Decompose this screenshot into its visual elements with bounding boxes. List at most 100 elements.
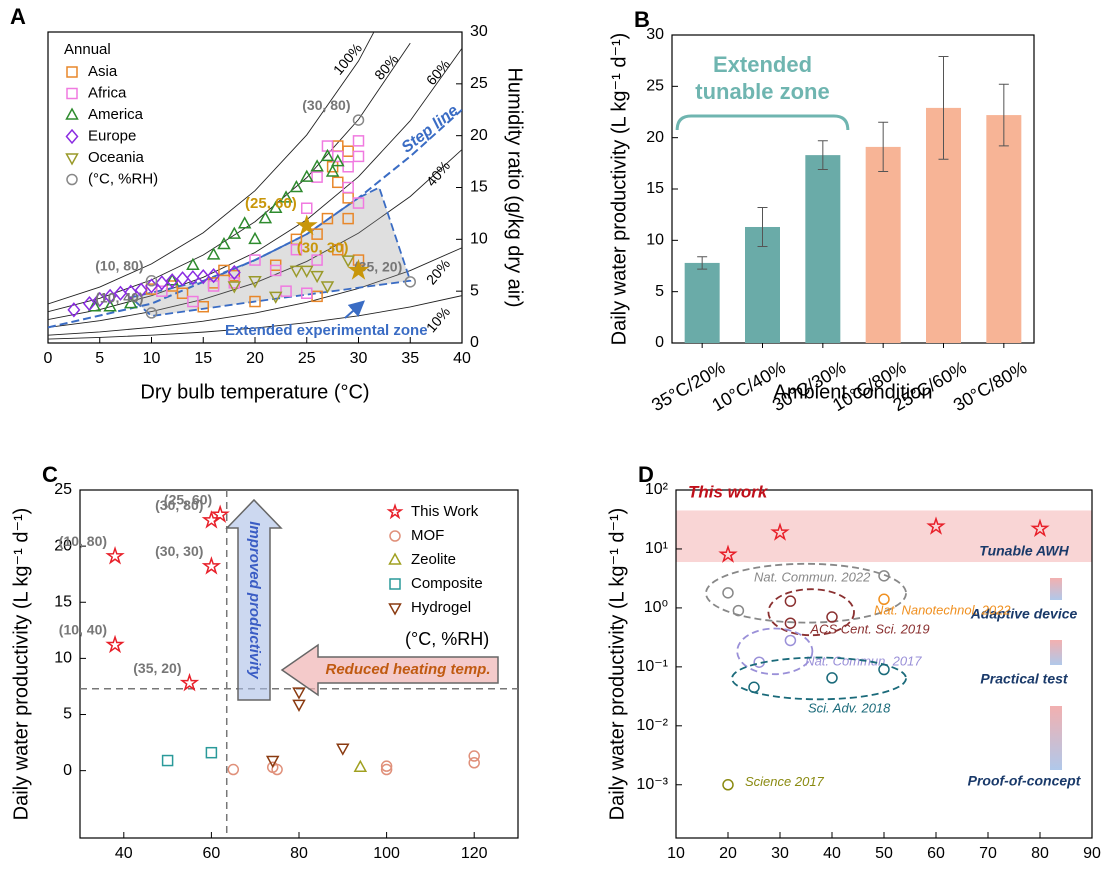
y-tick-label: 25 bbox=[470, 75, 488, 92]
point bbox=[248, 276, 262, 289]
point bbox=[227, 281, 242, 294]
y-axis-label: Daily water productivity (L kg⁻¹ d⁻¹) bbox=[606, 508, 628, 821]
point bbox=[336, 743, 350, 756]
rh-label: 60% bbox=[423, 56, 453, 88]
y-tick-label: 10⁰ bbox=[644, 599, 668, 616]
point bbox=[227, 226, 242, 239]
rh-label: 20% bbox=[423, 256, 453, 288]
point-label: (10, 80) bbox=[95, 258, 143, 274]
point bbox=[103, 288, 117, 305]
point-label: (30, 30) bbox=[155, 543, 203, 559]
y-tick-label: 5 bbox=[63, 706, 72, 723]
y-tick-label: 10¹ bbox=[645, 540, 668, 557]
point bbox=[380, 763, 393, 776]
panel-label: D bbox=[638, 462, 654, 487]
legend-marker bbox=[65, 128, 79, 145]
error-bar bbox=[878, 121, 889, 173]
point bbox=[784, 595, 797, 607]
point bbox=[301, 287, 313, 299]
y-tick-label: 5 bbox=[655, 283, 664, 300]
point bbox=[156, 285, 168, 297]
group-outline bbox=[705, 562, 907, 624]
x-tick-label: 120 bbox=[461, 845, 488, 862]
point bbox=[784, 617, 797, 629]
legend-title: Annual bbox=[64, 41, 111, 58]
y-tick-label: 10⁻² bbox=[636, 717, 668, 734]
rh-curve bbox=[48, 48, 462, 321]
point bbox=[82, 295, 96, 312]
x-axis-label: Ambient condition bbox=[774, 381, 933, 403]
legend-marker bbox=[65, 107, 79, 120]
legend-label: (°C, %RH) bbox=[88, 170, 158, 187]
point bbox=[878, 593, 890, 606]
legend-label: MOF bbox=[411, 527, 444, 544]
point bbox=[321, 212, 334, 225]
point bbox=[201, 556, 222, 575]
y-tick-label: 10⁻³ bbox=[636, 776, 668, 793]
y-tick-label: 5 bbox=[470, 282, 479, 299]
point bbox=[67, 302, 81, 318]
point bbox=[87, 299, 102, 312]
point bbox=[342, 145, 354, 157]
error-bar bbox=[998, 83, 1009, 147]
error-bar bbox=[817, 140, 828, 170]
y-tick-label: 10⁻¹ bbox=[636, 658, 668, 675]
stage-arrow bbox=[1050, 640, 1062, 665]
arrow-label: Improved productivity bbox=[246, 521, 263, 679]
point bbox=[311, 171, 323, 183]
x-tick-label: 30 bbox=[771, 845, 789, 862]
point bbox=[124, 296, 138, 309]
y-tick-label: 15 bbox=[54, 593, 72, 610]
point-label: (35, 20) bbox=[133, 660, 181, 676]
point bbox=[342, 181, 354, 194]
legend-marker bbox=[66, 66, 78, 78]
point bbox=[468, 757, 480, 769]
point bbox=[113, 285, 127, 301]
point bbox=[331, 154, 345, 167]
point bbox=[280, 285, 292, 297]
y-tick-label: 20 bbox=[54, 537, 72, 554]
point-label: (10, 40) bbox=[59, 622, 107, 638]
rh-curve bbox=[48, 295, 462, 340]
y-axis-label: Daily water productivity (L kg⁻¹ d⁻¹) bbox=[10, 508, 32, 821]
point bbox=[268, 200, 283, 213]
arrow bbox=[225, 498, 283, 701]
point bbox=[404, 276, 416, 288]
legend-label: Zeolite bbox=[411, 551, 456, 568]
legend-label: Hydrogel bbox=[411, 599, 471, 616]
point bbox=[93, 291, 107, 308]
point bbox=[748, 681, 760, 694]
point bbox=[347, 258, 370, 280]
y-tick-label: 0 bbox=[63, 762, 72, 779]
point bbox=[292, 699, 306, 712]
point bbox=[718, 544, 738, 563]
point bbox=[249, 295, 261, 308]
point bbox=[161, 754, 174, 767]
panel-label: A bbox=[10, 4, 26, 29]
legend-marker bbox=[66, 87, 78, 100]
point bbox=[124, 284, 138, 300]
step-line bbox=[48, 109, 462, 329]
legend-label: America bbox=[88, 106, 144, 123]
error-bar bbox=[938, 56, 949, 160]
point bbox=[352, 114, 365, 126]
arrow bbox=[280, 643, 499, 697]
legend-label: Composite bbox=[411, 575, 483, 592]
point bbox=[145, 307, 158, 319]
x-tick-label: 80 bbox=[290, 845, 308, 862]
point bbox=[468, 750, 480, 762]
series-label: Science 2017 bbox=[745, 774, 825, 789]
point bbox=[325, 164, 340, 177]
legend-marker bbox=[389, 578, 401, 590]
zone-label: Extended experimental zone bbox=[225, 322, 428, 339]
point bbox=[784, 634, 797, 647]
legend-marker bbox=[66, 173, 78, 186]
point-label: (25, 60) bbox=[245, 195, 297, 212]
x-tick-label: 10 bbox=[667, 845, 685, 862]
stage-arrow bbox=[1050, 706, 1062, 770]
x-tick-label: 20 bbox=[246, 350, 264, 367]
point bbox=[295, 214, 318, 236]
legend-label: Asia bbox=[88, 63, 118, 80]
x-tick-label: 10 bbox=[143, 350, 161, 367]
